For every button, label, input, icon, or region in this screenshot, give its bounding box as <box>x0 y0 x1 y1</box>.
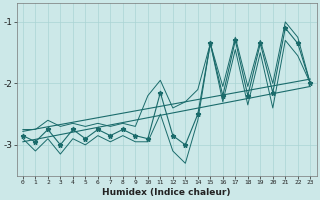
X-axis label: Humidex (Indice chaleur): Humidex (Indice chaleur) <box>102 188 231 197</box>
